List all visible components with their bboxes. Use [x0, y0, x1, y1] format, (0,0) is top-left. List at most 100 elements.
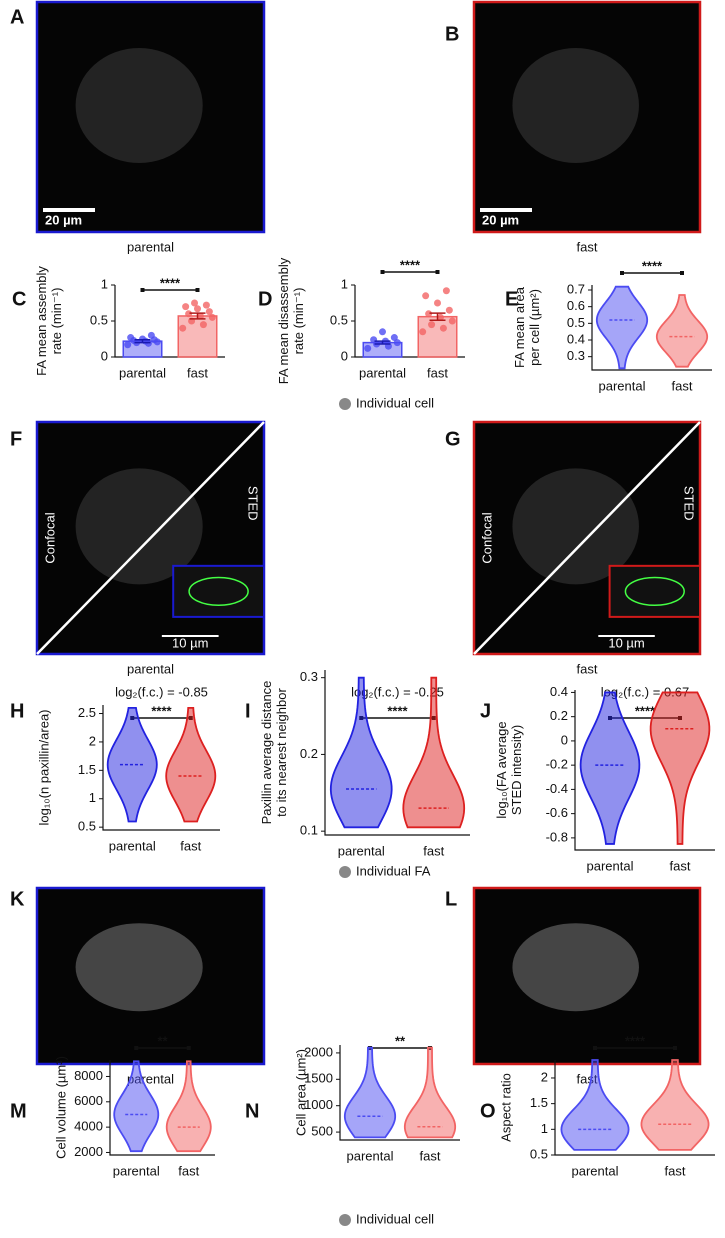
scale-bar [480, 208, 532, 212]
legend-label: Individual FA [356, 863, 431, 878]
significance-end [620, 271, 624, 275]
panel-letter: E [505, 288, 518, 310]
significance: **** [400, 257, 421, 272]
y-axis-label: STED intensity) [509, 725, 524, 815]
significance-end [186, 1046, 191, 1050]
data-point [445, 306, 453, 314]
violin [165, 706, 217, 823]
panel-letter: G [445, 428, 461, 450]
data-point [179, 324, 187, 332]
x-tick-label: parental [359, 365, 406, 380]
axis [324, 670, 470, 836]
axis [109, 1060, 215, 1156]
significance-end [680, 271, 684, 275]
significance-end [380, 270, 385, 274]
violin [343, 1046, 397, 1139]
panel-letter: I [245, 700, 251, 722]
data-point [208, 313, 216, 321]
data-point [370, 336, 378, 344]
data-point [442, 287, 450, 295]
y-tick-label: -0.4 [546, 781, 568, 796]
data-point [436, 313, 444, 321]
y-tick-label: 0 [341, 348, 348, 363]
x-tick-label: parental [347, 1148, 394, 1163]
y-tick-label: 4000 [74, 1119, 103, 1134]
legend-dot [339, 866, 351, 878]
data-point [205, 308, 213, 316]
y-axis-label: to its nearest neighbor [274, 688, 289, 817]
x-tick-label: fast [427, 365, 448, 380]
significance: **** [387, 703, 408, 718]
panel-letter: M [10, 1100, 27, 1122]
significance-end [140, 288, 145, 292]
error-bar [429, 312, 446, 322]
cell-signal [75, 923, 203, 1012]
y-tick-label: 0.5 [530, 1146, 548, 1161]
y-tick-label: -0.6 [546, 805, 568, 820]
x-tick-label: parental [119, 365, 166, 380]
y-tick-label: 500 [311, 1124, 333, 1139]
image-caption: parental [127, 239, 174, 254]
y-tick-label: 0 [101, 348, 108, 363]
confocal-label: Confocal [479, 512, 494, 563]
inset-fa [188, 576, 249, 607]
data-point [199, 321, 207, 329]
panel-letter: F [10, 428, 22, 450]
y-tick-label: 2.5 [78, 705, 96, 720]
y-axis-label: rate (min⁻¹) [291, 288, 306, 355]
data-point [147, 331, 155, 339]
violin [402, 676, 466, 829]
split-line [36, 421, 265, 655]
x-tick-label: parental [599, 378, 646, 393]
scale-label: 10 µm [172, 635, 208, 650]
sted-label: STED [682, 486, 697, 521]
violin [640, 1059, 710, 1151]
y-tick-label: 0.5 [78, 819, 96, 834]
y-tick-label: 0.3 [567, 348, 585, 363]
scale-bar [43, 208, 95, 212]
significance: **** [160, 275, 181, 290]
y-axis-label: FA mean area [512, 286, 527, 368]
y-tick-label: 1 [541, 1121, 548, 1136]
panel-letter: J [480, 700, 491, 722]
data-point [194, 305, 201, 313]
panel-letter: C [12, 288, 26, 310]
data-point [428, 321, 436, 329]
y-axis-label: Aspect ratio [498, 1073, 513, 1142]
x-tick-label: fast [420, 1148, 441, 1163]
significance-end [435, 270, 440, 274]
panel-letter: N [245, 1100, 259, 1122]
x-tick-label: parental [109, 838, 156, 853]
y-tick-label: -0.8 [546, 829, 568, 844]
data-point [439, 324, 447, 332]
inset [608, 564, 701, 618]
significance: ** [395, 1033, 406, 1048]
x-tick-label: parental [338, 843, 385, 858]
x-tick-label: fast [178, 1163, 199, 1178]
confocal-label: Confocal [42, 512, 57, 563]
inset-fa [624, 576, 685, 607]
y-tick-label: 0.6 [567, 298, 585, 313]
x-tick-label: fast [180, 838, 201, 853]
panel-letter: B [445, 23, 459, 45]
data-point [434, 299, 441, 307]
image-caption: fast [577, 239, 598, 254]
y-tick-label: 1.5 [530, 1095, 548, 1110]
y-axis-label: FA mean disassembly [276, 257, 291, 384]
y-tick-label: 2 [89, 733, 96, 748]
y-axis-label: Paxillin average distance [259, 681, 274, 825]
error-bar [374, 340, 391, 345]
axis [102, 705, 220, 831]
inset [172, 564, 265, 618]
cell-signal [512, 923, 639, 1012]
data-point [379, 328, 386, 336]
significance-end [195, 288, 200, 292]
violin [560, 1059, 630, 1151]
panel-letter: D [258, 288, 272, 310]
violin [165, 1060, 212, 1153]
y-tick-label: 2000 [304, 1044, 333, 1059]
legend-dot [339, 398, 351, 410]
y-tick-label: 0 [561, 732, 568, 747]
x-tick-label: parental [113, 1163, 160, 1178]
x-tick-label: fast [423, 843, 444, 858]
